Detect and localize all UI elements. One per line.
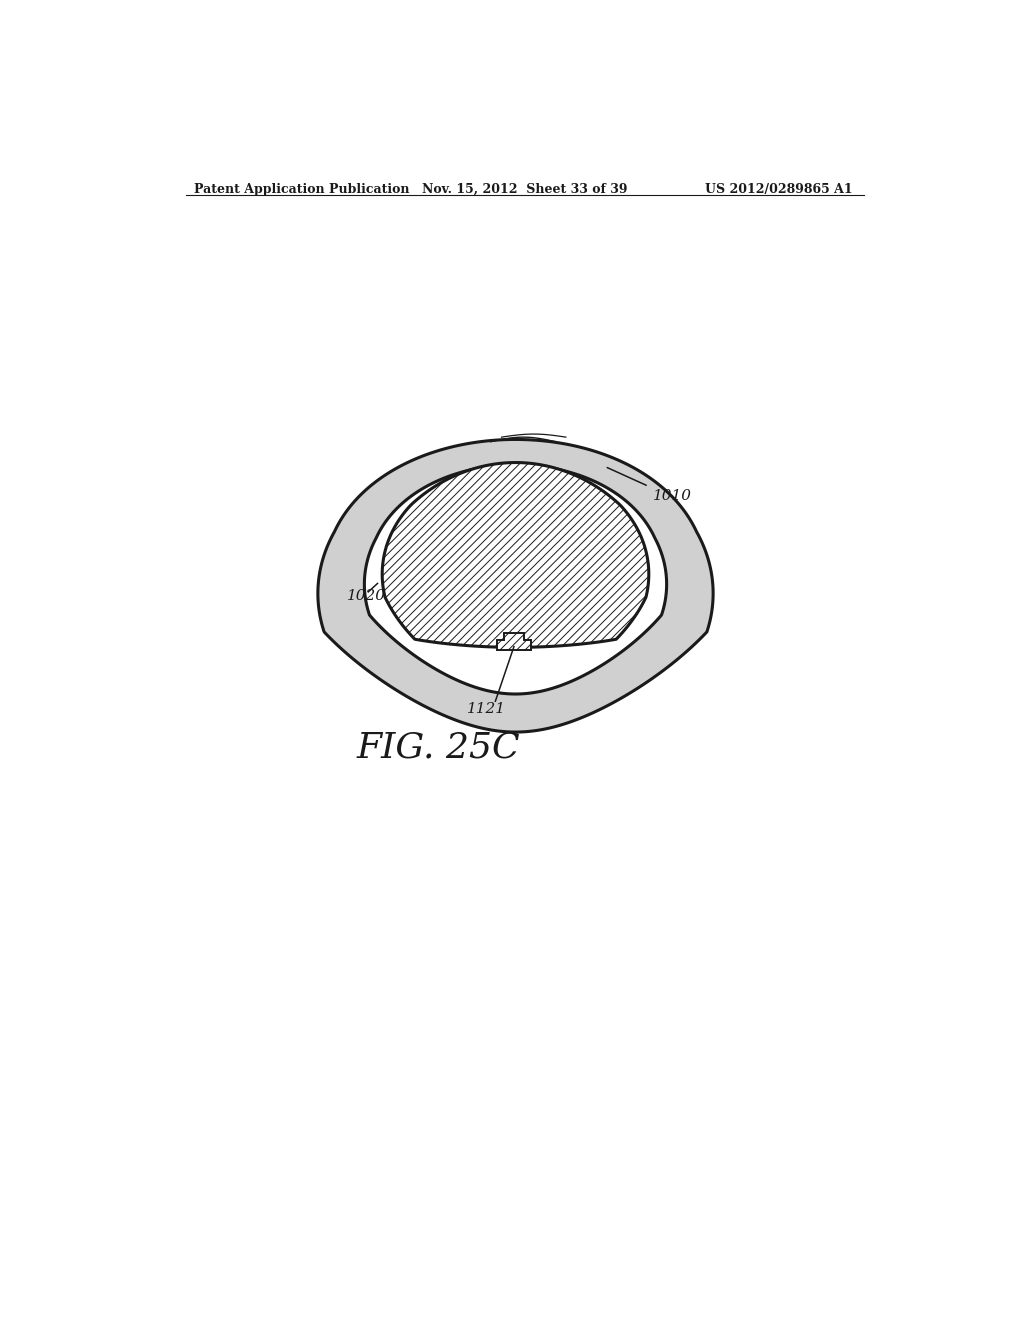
Text: Patent Application Publication: Patent Application Publication (194, 183, 410, 197)
Text: 1121: 1121 (467, 702, 506, 715)
Polygon shape (382, 462, 649, 647)
Text: 1010: 1010 (652, 488, 691, 503)
Text: 1020: 1020 (346, 589, 386, 603)
Polygon shape (497, 634, 531, 651)
Text: US 2012/0289865 A1: US 2012/0289865 A1 (705, 183, 853, 197)
Text: FIG. 25C: FIG. 25C (356, 730, 520, 764)
Text: Nov. 15, 2012  Sheet 33 of 39: Nov. 15, 2012 Sheet 33 of 39 (422, 183, 628, 197)
Polygon shape (317, 440, 713, 733)
Polygon shape (365, 465, 667, 694)
